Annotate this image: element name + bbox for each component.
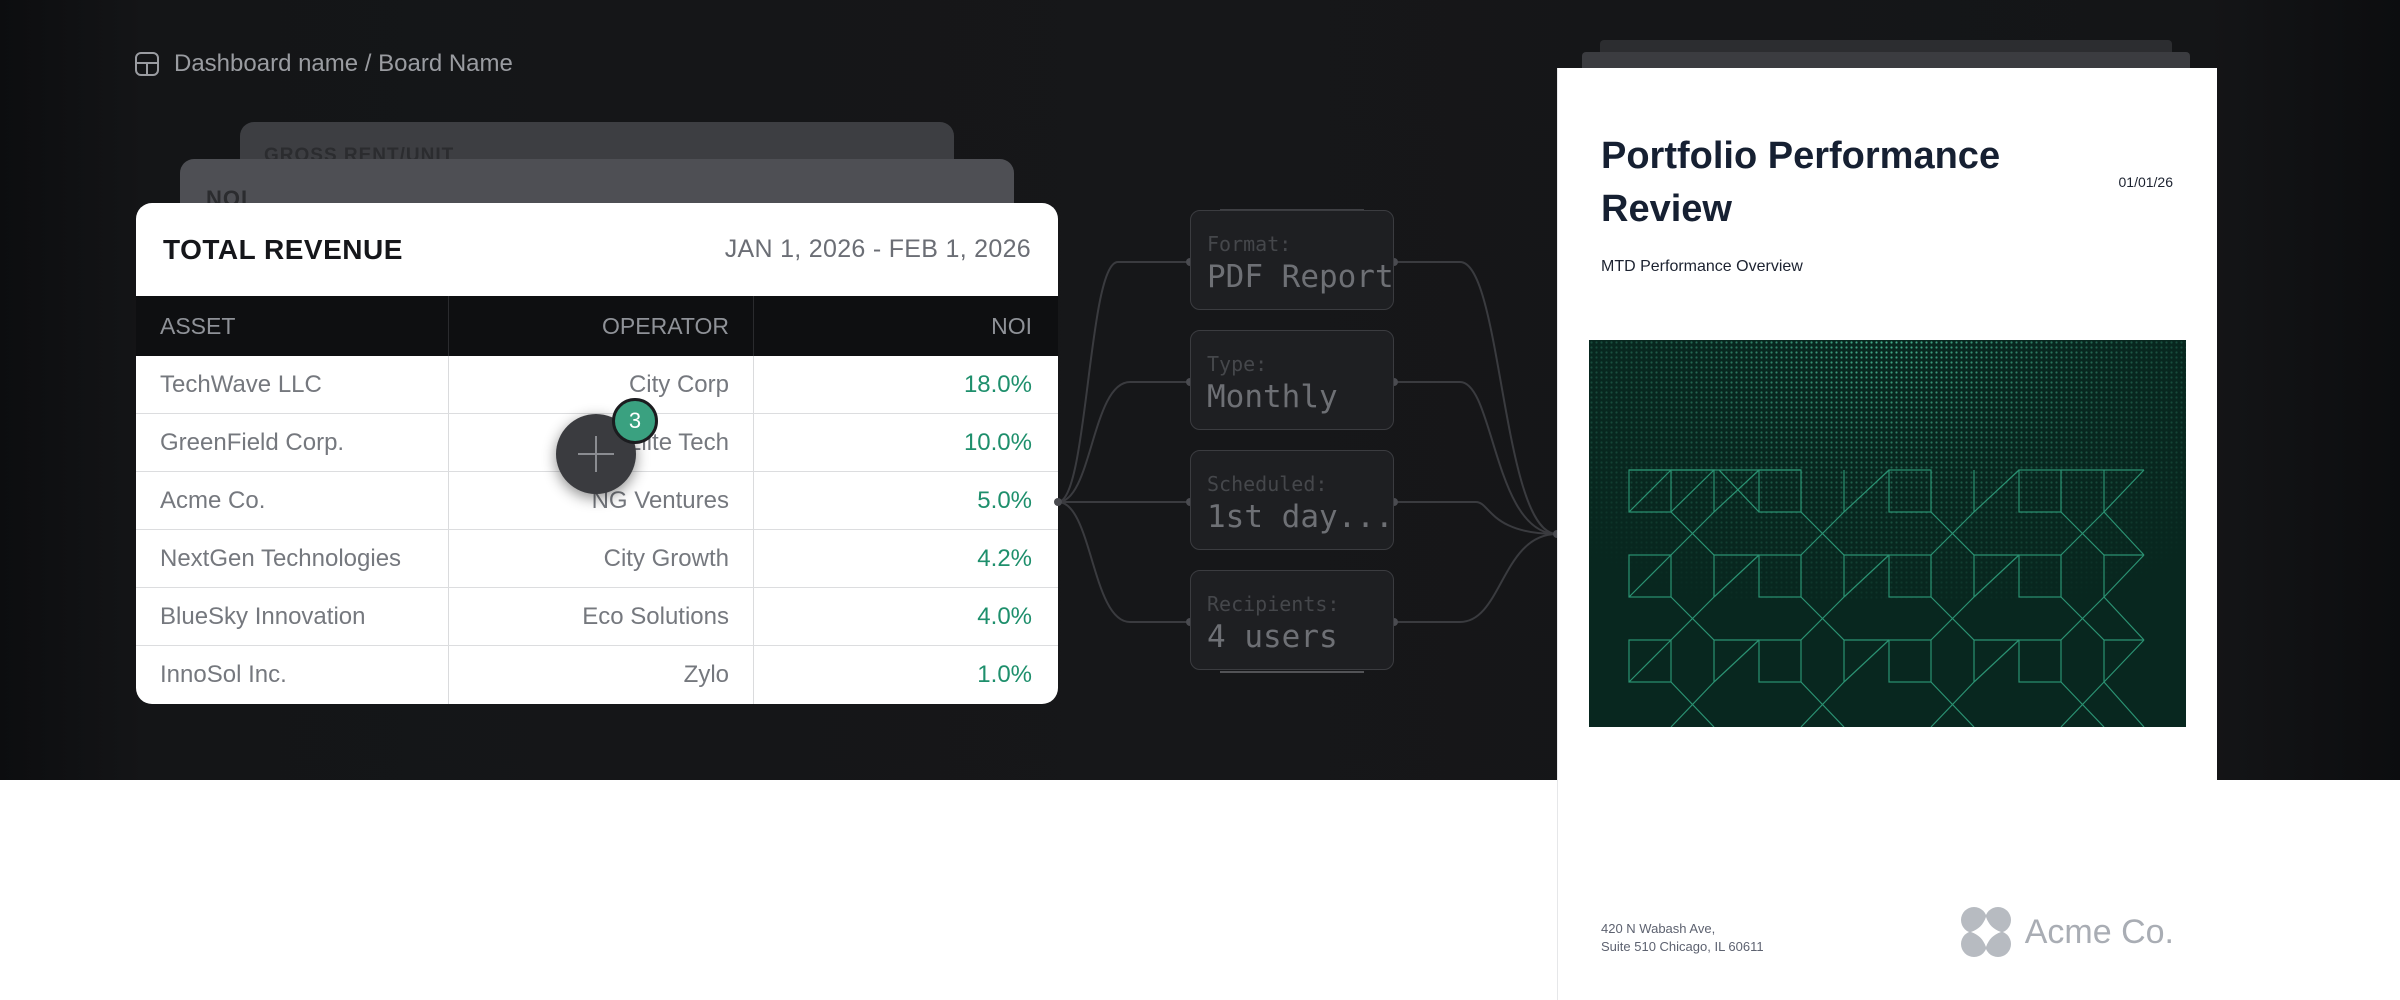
cell-asset: Acme Co.: [136, 472, 449, 529]
card-header: TOTAL REVENUE JAN 1, 2026 - FEB 1, 2026: [136, 203, 1058, 296]
report-setting-type[interactable]: Type: Monthly: [1190, 330, 1394, 430]
address-line: 420 N Wabash Ave,: [1601, 921, 1716, 936]
cell-noi: 18.0%: [963, 370, 1032, 398]
cell-noi: 4.2%: [977, 544, 1032, 572]
cell-asset: TechWave LLC: [136, 356, 449, 413]
date-range: JAN 1, 2026 - FEB 1, 2026: [724, 235, 1031, 263]
cell-operator: Eco Solutions: [449, 588, 754, 645]
table-row[interactable]: NextGen Technologies City Growth 4.2%: [136, 530, 1058, 588]
cell-noi: 1.0%: [977, 661, 1032, 688]
count-badge: 3: [612, 398, 658, 444]
setting-value: PDF Report: [1207, 259, 1394, 295]
setting-value: Monthly: [1207, 379, 1338, 415]
report-cover-graphic: [1589, 340, 2186, 727]
acme-logo-icon: [1960, 907, 2011, 957]
column-header-operator[interactable]: OPERATOR: [449, 296, 754, 356]
cell-noi: 4.0%: [977, 602, 1032, 630]
cell-noi: 5.0%: [977, 486, 1032, 514]
report-setting-format[interactable]: Format: PDF Report: [1190, 210, 1394, 310]
setting-value: 1st day...: [1207, 499, 1394, 535]
cell-noi: 10.0%: [963, 428, 1032, 456]
cell-asset: InnoSol Inc.: [136, 646, 449, 704]
cell-operator: City Corp: [449, 356, 754, 413]
cell-operator: City Growth: [449, 530, 754, 587]
table-row[interactable]: Acme Co. NG Ventures 5.0%: [136, 472, 1058, 530]
cell-asset: NextGen Technologies: [136, 530, 449, 587]
report-setting-recipients[interactable]: Recipients: 4 users: [1190, 570, 1394, 670]
plus-icon: [578, 436, 614, 472]
dashboard-icon: [135, 52, 159, 76]
cell-operator: NG Ventures: [449, 472, 754, 529]
address-line: Suite 510 Chicago, IL 60611: [1601, 939, 1764, 954]
report-subtitle: MTD Performance Overview: [1601, 258, 1803, 275]
report-date: 01/01/26: [2118, 174, 2174, 190]
table-row[interactable]: BlueSky Innovation Eco Solutions 4.0%: [136, 588, 1058, 646]
company-logo: Acme Co.: [1959, 905, 2174, 959]
cell-asset: GreenField Corp.: [136, 414, 449, 471]
report-setting-scheduled[interactable]: Scheduled: 1st day...: [1190, 450, 1394, 550]
report-preview[interactable]: Portfolio Performance Review 01/01/26 MT…: [1557, 68, 2217, 1000]
card-title: TOTAL REVENUE: [163, 233, 403, 265]
table-row[interactable]: TechWave LLC City Corp 18.0%: [136, 356, 1058, 414]
breadcrumb[interactable]: Dashboard name / Board Name: [134, 48, 513, 80]
setting-label: Recipients:: [1207, 592, 1340, 616]
cell-asset: BlueSky Innovation: [136, 588, 449, 645]
table-row[interactable]: InnoSol Inc. Zylo 1.0%: [136, 646, 1058, 704]
column-header-asset[interactable]: ASSET: [136, 296, 449, 356]
table-header: ASSET OPERATOR NOI: [136, 296, 1058, 356]
setting-label: Scheduled:: [1207, 472, 1328, 496]
setting-label: Format:: [1207, 232, 1292, 256]
company-address: 420 N Wabash Ave, Suite 510 Chicago, IL …: [1601, 920, 1764, 956]
breadcrumb-text: Dashboard name / Board Name: [174, 50, 513, 77]
column-header-noi[interactable]: NOI: [991, 312, 1032, 339]
report-title: Portfolio Performance Review: [1601, 135, 2001, 230]
setting-label: Type:: [1207, 352, 1268, 376]
setting-value: 4 users: [1207, 619, 1338, 655]
cell-operator: Zylo: [449, 646, 754, 704]
logo-text: Acme Co.: [2024, 912, 2174, 951]
